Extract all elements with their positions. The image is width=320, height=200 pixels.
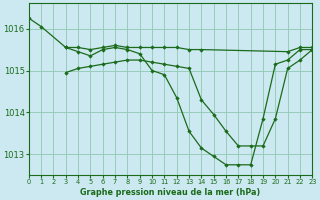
X-axis label: Graphe pression niveau de la mer (hPa): Graphe pression niveau de la mer (hPa) bbox=[80, 188, 261, 197]
